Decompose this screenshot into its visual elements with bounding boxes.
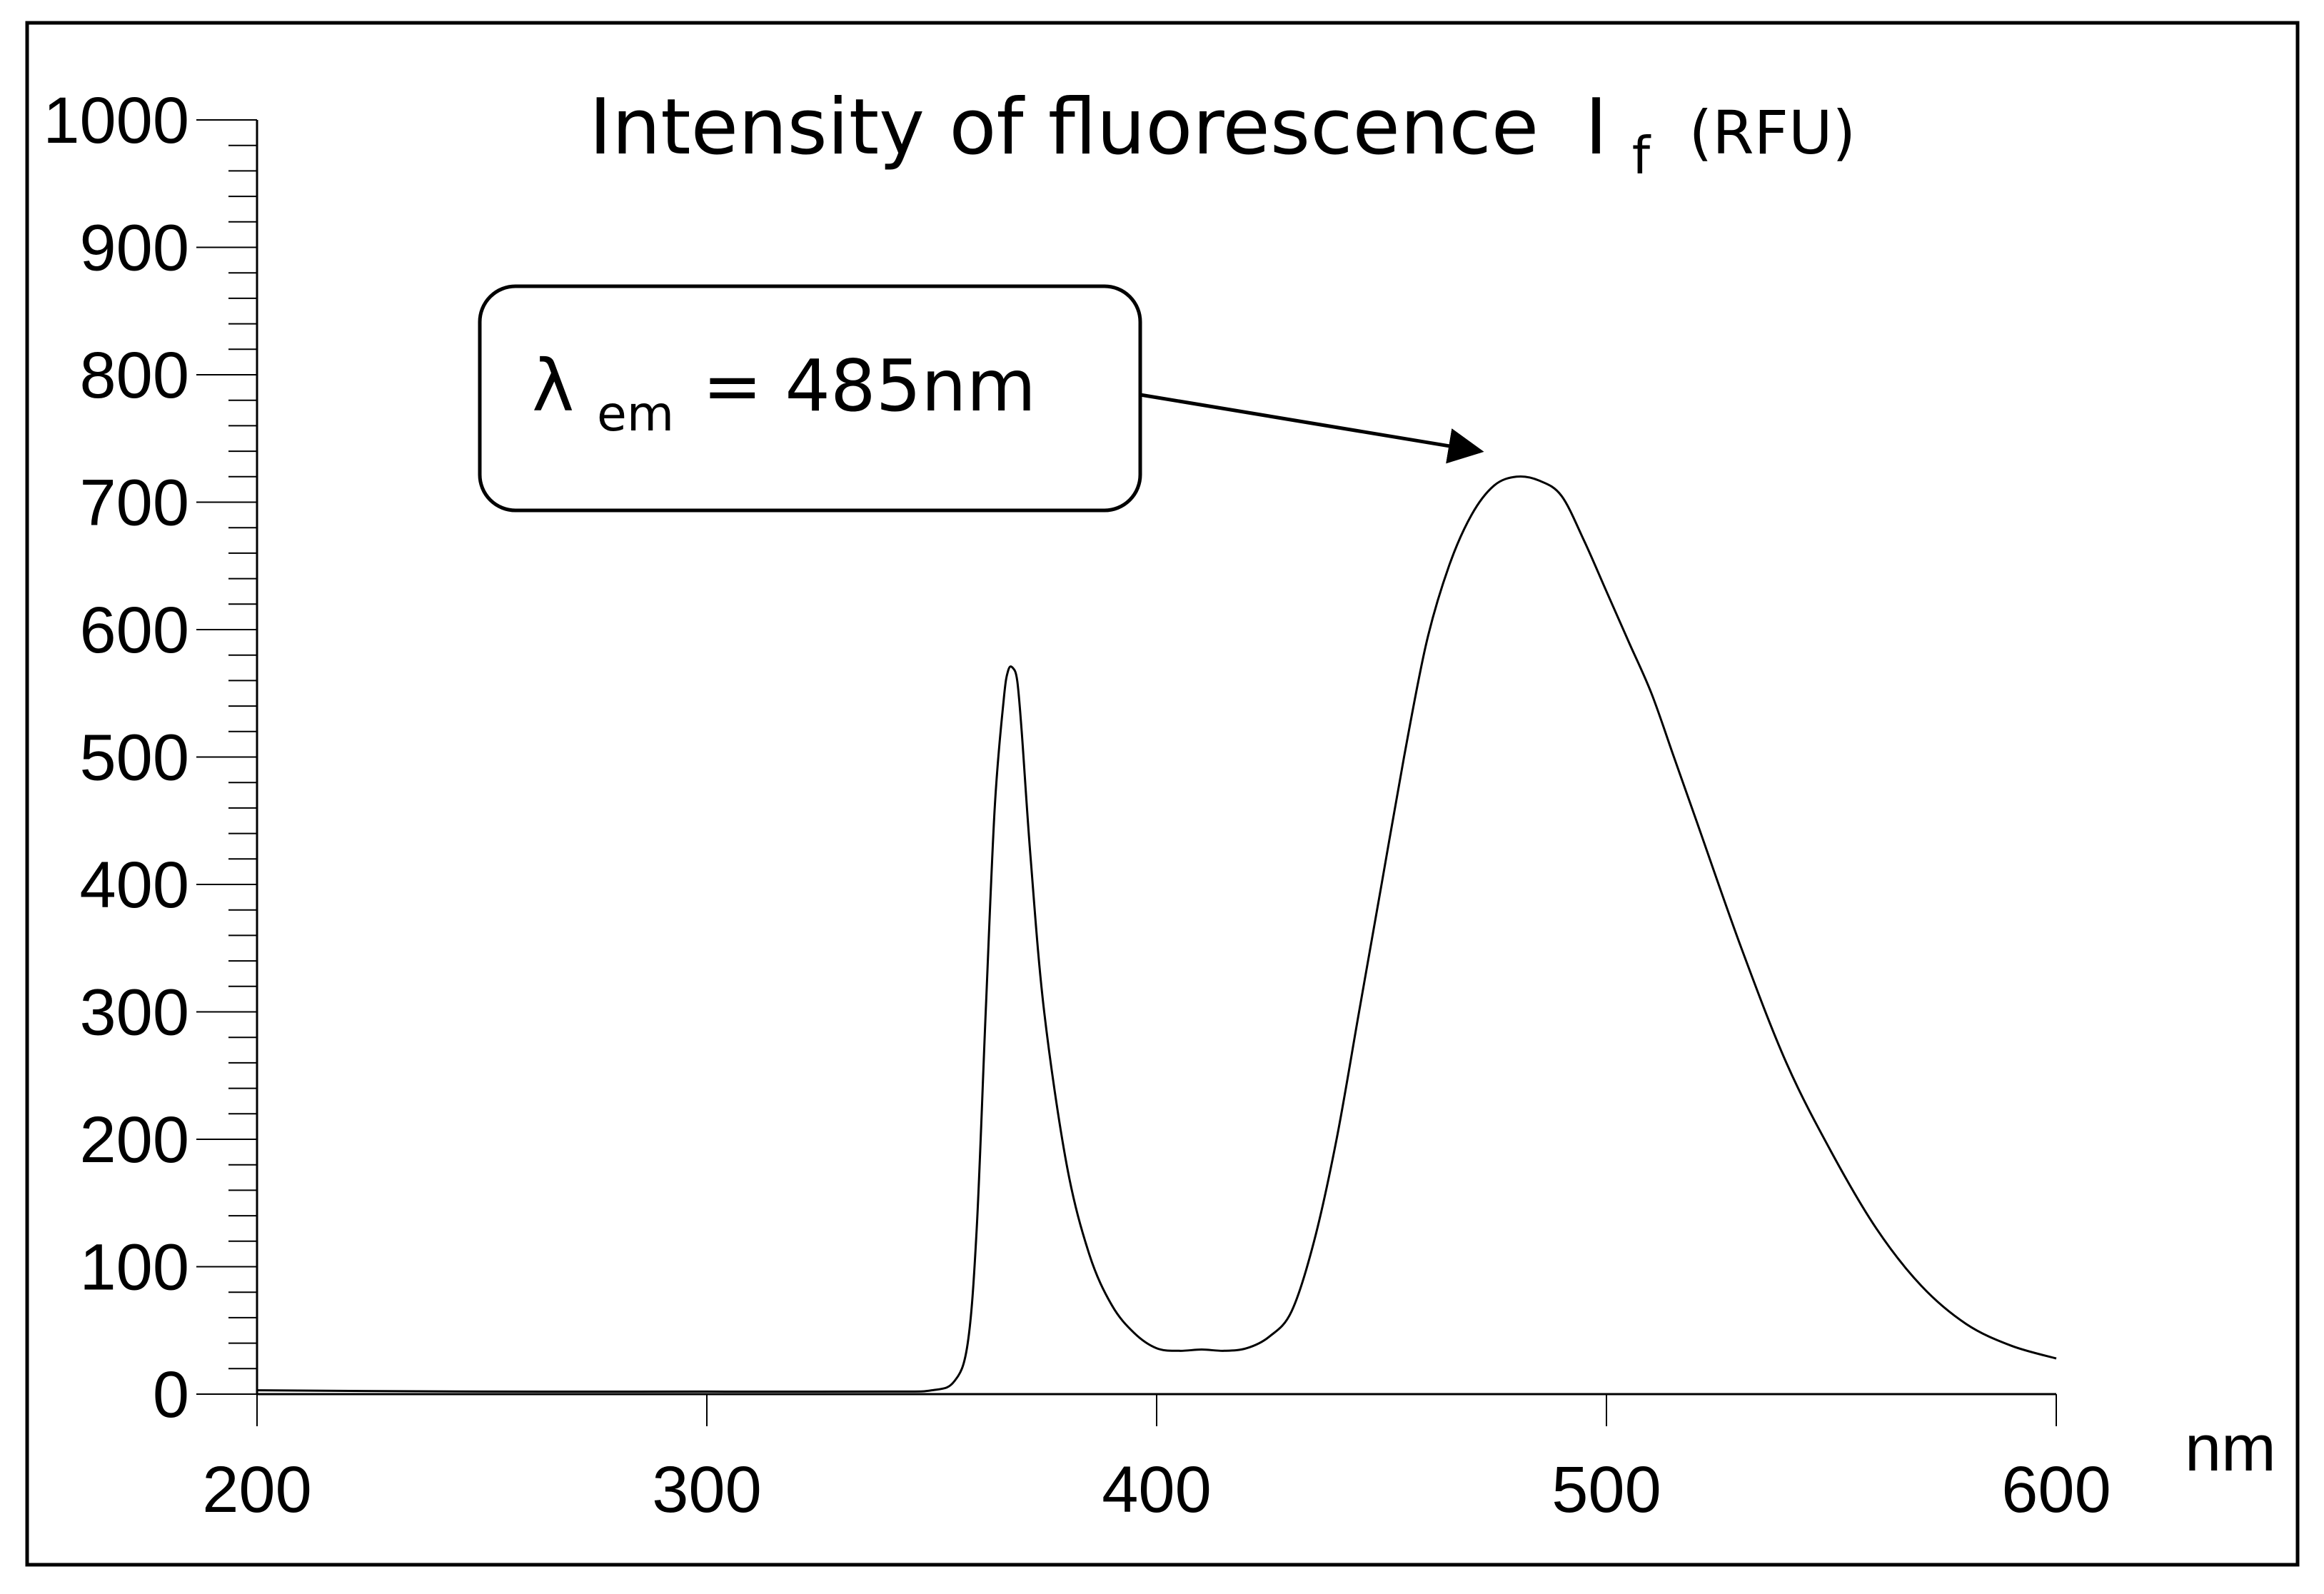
title-symbol-sub: f bbox=[1632, 126, 1651, 186]
y-tick-label: 900 bbox=[80, 212, 190, 285]
series-line-fluorescence bbox=[256, 475, 2057, 1393]
x-tick-label: 300 bbox=[652, 1453, 762, 1526]
title-unit: (RFU) bbox=[1689, 98, 1856, 168]
y-tick-label: 700 bbox=[80, 467, 190, 540]
chart-frame bbox=[25, 21, 2300, 1567]
y-major-ticks bbox=[196, 119, 257, 1395]
title-symbol: I bbox=[1585, 83, 1608, 172]
y-tick-label: 200 bbox=[80, 1104, 190, 1176]
callout-value: = 485nm bbox=[703, 344, 1036, 428]
y-tick-labels: 0 100 200 300 400 500 600 700 800 900 1000 bbox=[43, 84, 189, 1431]
x-tick-labels: 200 300 400 500 600 bbox=[202, 1453, 2111, 1526]
callout-arrow bbox=[1140, 393, 1484, 464]
y-tick-label: 300 bbox=[80, 977, 190, 1049]
callout-box bbox=[478, 284, 1142, 513]
callout-symbol: λ bbox=[532, 344, 574, 428]
x-tick-label: 500 bbox=[1551, 1453, 1661, 1526]
y-tick-label: 600 bbox=[80, 594, 190, 667]
x-axis-label: nm bbox=[2185, 1412, 2276, 1485]
y-tick-label: 400 bbox=[80, 849, 190, 922]
x-ticks bbox=[256, 1394, 2057, 1426]
callout-sub: em bbox=[597, 386, 674, 443]
y-tick-label: 800 bbox=[80, 339, 190, 412]
y-tick-label: 0 bbox=[153, 1358, 189, 1431]
x-tick-label: 400 bbox=[1102, 1453, 1212, 1526]
y-minor-ticks bbox=[228, 144, 257, 1370]
y-tick-label: 1000 bbox=[43, 84, 189, 157]
x-tick-label: 200 bbox=[202, 1453, 312, 1526]
y-tick-label: 500 bbox=[80, 722, 190, 795]
chart-title: Intensity of fluorescence I f (RFU) bbox=[589, 83, 1856, 192]
y-tick-label: 100 bbox=[80, 1231, 190, 1304]
title-main: Intensity of fluorescence bbox=[589, 83, 1539, 172]
callout-label: λ em = 485nm bbox=[532, 344, 1036, 448]
x-tick-label: 600 bbox=[2001, 1453, 2111, 1526]
